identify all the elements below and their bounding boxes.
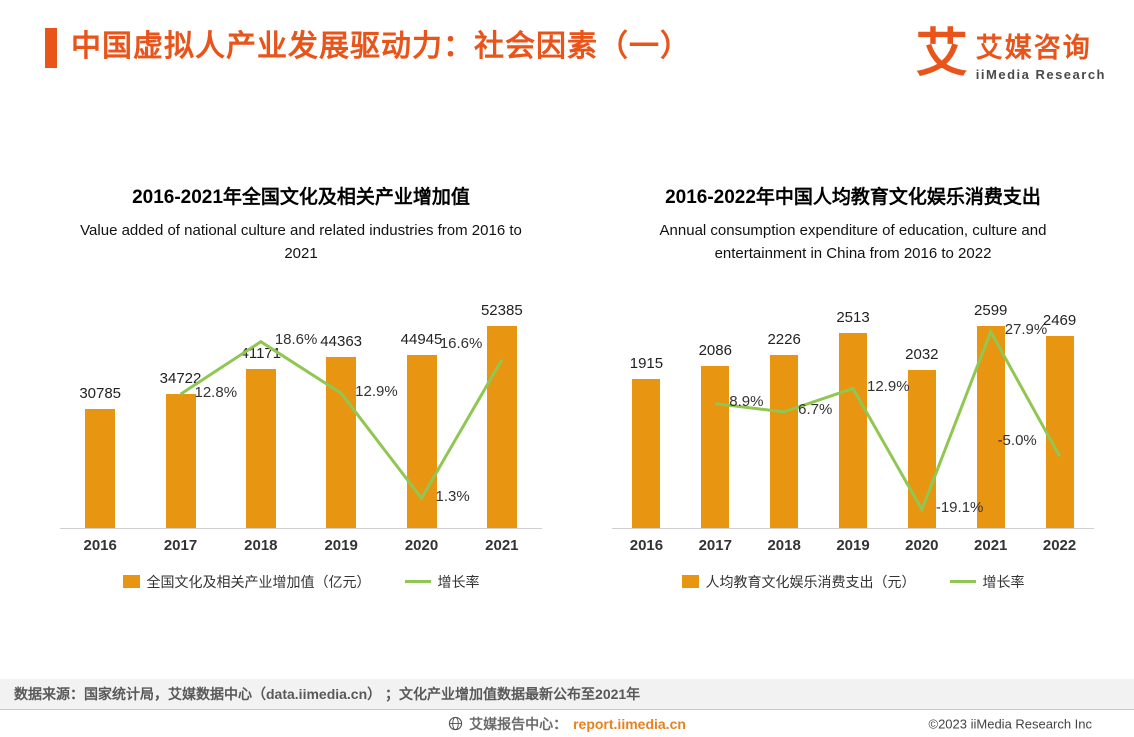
bar	[907, 369, 936, 528]
x-axis-label: 2020	[905, 536, 939, 554]
bar-value-label: 2599	[974, 301, 1008, 319]
legend-item-bar: 全国文化及相关产业增加值（亿元）	[122, 572, 371, 592]
logo-name: 艾媒咨询	[975, 33, 1092, 63]
growth-rate-label: 8.9%	[729, 393, 764, 411]
bar	[839, 332, 867, 528]
bar	[165, 393, 196, 528]
growth-rate-label: 12.9%	[867, 377, 910, 395]
growth-rate-label: 12.8%	[194, 383, 238, 401]
chart-plot-area: 30785 2016 34722 2017 41171 2018 44363 2019 4494…	[60, 280, 542, 560]
growth-rate-label: 27.9%	[1004, 321, 1048, 339]
growth-rate-line	[715, 327, 1061, 513]
title-accent-bar	[45, 28, 57, 68]
bar	[701, 365, 730, 528]
x-axis-label: 2016	[83, 536, 117, 554]
report-center: 艾媒报告中心： report.iimedia.cn	[448, 714, 686, 734]
legend-item-line: 增长率	[404, 572, 480, 592]
legend-bar-label: 全国文化及相关产业增加值（亿元）	[146, 573, 371, 590]
x-axis-label: 2021	[974, 536, 1008, 554]
line-swatch-icon	[404, 580, 431, 583]
bar	[770, 354, 799, 528]
growth-rate-label: 16.6%	[439, 335, 483, 353]
iimedia-logo: 艾 艾媒咨询 iiMedia Research	[916, 26, 1106, 82]
x-axis-line	[612, 527, 1094, 529]
bar-value-label: 2086	[698, 341, 732, 359]
data-source-note: 数据来源：国家统计局，艾媒数据中心（data.iimedia.cn） ；文化产业…	[0, 679, 1134, 709]
x-axis-label: 2018	[244, 536, 278, 554]
x-axis-label: 2019	[836, 536, 870, 554]
growth-rate-line	[179, 339, 504, 501]
bar	[1045, 335, 1074, 528]
growth-rate-label: -5.0%	[997, 431, 1037, 449]
bar-value-label: 2513	[836, 308, 870, 326]
globe-icon	[448, 716, 463, 731]
bar-value-label: 30785	[79, 384, 122, 402]
bar	[85, 408, 116, 528]
legend-item-bar: 人均教育文化娱乐消费支出（元）	[681, 572, 916, 592]
iimedia-logo-icon: 艾	[915, 25, 968, 83]
x-axis-label: 2021	[485, 536, 519, 554]
x-axis-label: 2018	[767, 536, 801, 554]
report-center-link[interactable]: report.iimedia.cn	[573, 715, 686, 732]
x-axis-label: 2019	[324, 536, 358, 554]
x-axis-line	[60, 527, 542, 529]
chart-legend: 全国文化及相关产业增加值（亿元） 增长率	[60, 572, 542, 592]
bar-value-label: 34722	[159, 369, 202, 387]
line-swatch-icon	[949, 580, 976, 583]
chart-plot-area: 1915 2016 2086 2017 2226 2018 2513 2019 2032 2020…	[612, 280, 1094, 560]
bottom-bar: 艾媒报告中心： report.iimedia.cn ©2023 iiMedia …	[0, 709, 1134, 737]
footer: 数据来源：国家统计局，艾媒数据中心（data.iimedia.cn） ；文化产业…	[0, 679, 1134, 737]
bar-value-label: 2226	[767, 330, 801, 348]
bar	[486, 325, 517, 528]
bar	[632, 378, 661, 528]
growth-rate-label: 6.7%	[798, 401, 833, 419]
report-center-label: 艾媒报告中心：	[469, 715, 568, 732]
legend-bar-label: 人均教育文化娱乐消费支出（元）	[705, 573, 916, 590]
legend-line-label: 增长率	[437, 573, 480, 590]
x-axis-label: 2016	[629, 536, 664, 554]
chart-education-consumption: 2016-2022年中国人均教育文化娱乐消费支出 Annual consumpt…	[612, 182, 1094, 592]
chart-legend: 人均教育文化娱乐消费支出（元） 增长率	[612, 572, 1094, 592]
charts-area: 2016-2021年全国文化及相关产业增加值 Value added of na…	[0, 182, 1134, 592]
copyright: ©2023 iiMedia Research Inc	[928, 716, 1093, 731]
growth-rate-label: 18.6%	[274, 331, 318, 349]
chart-title: 2016-2022年中国人均教育文化娱乐消费支出	[665, 187, 1041, 208]
bar-value-label: 44363	[320, 332, 363, 350]
bar-value-label: 44945	[400, 330, 443, 348]
logo-subtitle: iiMedia Research	[975, 67, 1106, 82]
bar	[245, 368, 276, 528]
growth-rate-label: 1.3%	[435, 487, 470, 505]
chart-culture-industry: 2016-2021年全国文化及相关产业增加值 Value added of na…	[60, 182, 542, 592]
chart-title: 2016-2021年全国文化及相关产业增加值	[132, 187, 470, 208]
page-title: 中国虚拟人产业发展驱动力：社会因素（一）	[71, 30, 691, 63]
chart-subtitle: Value added of national culture and rela…	[80, 222, 522, 263]
legend-line-label: 增长率	[982, 573, 1025, 590]
x-axis-label: 2022	[1042, 536, 1077, 554]
chart-subtitle: Annual consumption expenditure of educat…	[659, 222, 1047, 263]
logo-text: 艾媒咨询 iiMedia Research	[976, 26, 1106, 82]
bar-swatch-icon	[122, 575, 140, 588]
header: 中国虚拟人产业发展驱动力：社会因素（一） 艾 艾媒咨询 iiMedia Rese…	[0, 0, 1134, 82]
growth-rate-label: 12.9%	[355, 382, 398, 400]
growth-rate-label: -19.1%	[935, 498, 984, 516]
bar-swatch-icon	[681, 575, 699, 588]
bar-value-label: 2032	[905, 345, 939, 363]
bar-value-label: 2469	[1042, 311, 1077, 329]
legend-item-line: 增长率	[949, 572, 1025, 592]
bar-value-label: 1915	[629, 354, 664, 372]
bar-value-label: 52385	[480, 301, 523, 319]
x-axis-label: 2020	[404, 536, 439, 554]
x-axis-label: 2017	[698, 536, 732, 554]
x-axis-label: 2017	[163, 536, 198, 554]
data-source-text: 数据来源：国家统计局，艾媒数据中心（data.iimedia.cn） ；文化产业…	[14, 686, 641, 702]
